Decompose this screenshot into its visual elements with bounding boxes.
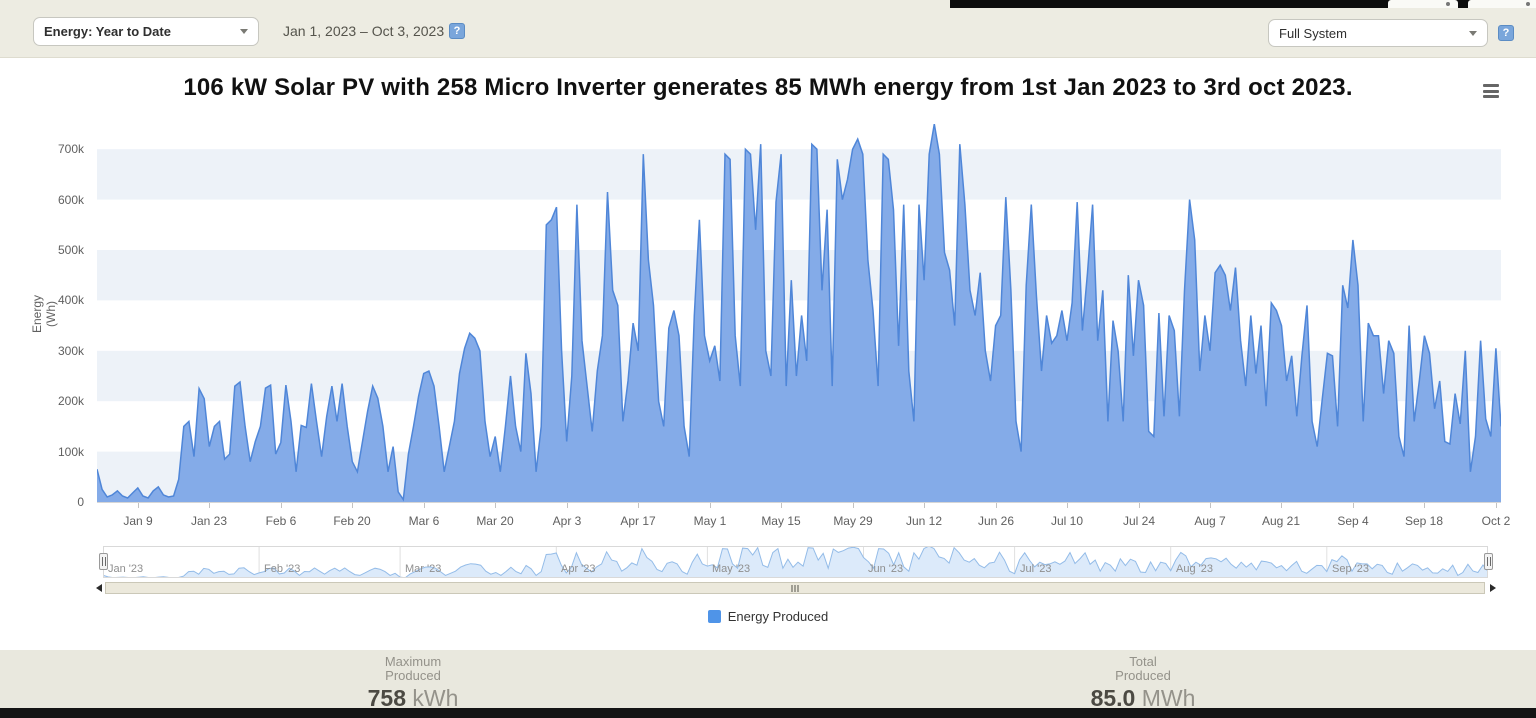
help-icon[interactable]: ? bbox=[449, 23, 465, 39]
stat-total-produced: Total Produced 85.0 MWh bbox=[1090, 654, 1196, 712]
stat-unit: MWh bbox=[1135, 685, 1196, 711]
scrollbar-grip-icon bbox=[791, 585, 799, 592]
x-tick-mark bbox=[1067, 503, 1068, 508]
x-tick-mark bbox=[567, 503, 568, 508]
y-tick-label: 0 bbox=[77, 495, 84, 509]
stat-value: 758 bbox=[367, 685, 406, 711]
main-area-chart[interactable] bbox=[97, 124, 1501, 502]
x-axis-line bbox=[97, 502, 1501, 503]
stat-maximum-produced: Maximum Produced 758 kWh bbox=[367, 654, 459, 712]
x-tick-mark bbox=[924, 503, 925, 508]
x-tick-label: Sep 18 bbox=[1404, 514, 1444, 528]
browser-tab[interactable] bbox=[1468, 0, 1536, 8]
x-tick-mark bbox=[495, 503, 496, 508]
navigator-right-handle[interactable] bbox=[1484, 553, 1493, 570]
x-tick-label: Apr 3 bbox=[552, 514, 582, 528]
navigator-month-label: Mar '23 bbox=[405, 563, 442, 575]
x-tick-label: Jan 9 bbox=[123, 514, 153, 528]
stat-unit: kWh bbox=[405, 685, 459, 711]
y-tick-label: 600k bbox=[57, 193, 84, 207]
y-tick-label: 400k bbox=[57, 293, 84, 307]
y-tick-label: 300k bbox=[57, 344, 84, 358]
legend-item-energy-produced[interactable]: Energy Produced bbox=[0, 609, 1536, 624]
x-tick-mark bbox=[638, 503, 639, 508]
hamburger-icon bbox=[1483, 84, 1499, 87]
navigator-month-label: Sep '23 bbox=[1332, 563, 1369, 575]
chart-menu-button[interactable] bbox=[1483, 84, 1499, 98]
x-tick-label: May 29 bbox=[833, 514, 873, 528]
energy-range-selector[interactable]: Energy: Year to Date bbox=[33, 17, 259, 46]
navigator-month-label: Jan '23 bbox=[108, 563, 144, 575]
y-tick-label: 200k bbox=[57, 394, 84, 408]
x-tick-mark bbox=[424, 503, 425, 508]
y-tick-label: 500k bbox=[57, 243, 84, 257]
x-tick-label: Jun 26 bbox=[977, 514, 1015, 528]
x-tick-label: Jul 24 bbox=[1122, 514, 1156, 528]
x-tick-label: Jan 23 bbox=[190, 514, 228, 528]
x-tick-mark bbox=[781, 503, 782, 508]
x-tick-label: Jun 12 bbox=[905, 514, 943, 528]
bottom-bar bbox=[0, 708, 1536, 718]
x-tick-mark bbox=[1281, 503, 1282, 508]
chart-title: 106 kW Solar PV with 258 Micro Inverter … bbox=[183, 74, 1353, 101]
tab-dot-icon bbox=[1446, 2, 1450, 6]
energy-range-selector-label: Energy: Year to Date bbox=[44, 24, 171, 39]
navigator-month-label: Aug '23 bbox=[1176, 563, 1213, 575]
x-tick-label: Sep 4 bbox=[1337, 514, 1369, 528]
x-tick-mark bbox=[1496, 503, 1497, 508]
x-tick-mark bbox=[281, 503, 282, 508]
x-tick-label: Mar 20 bbox=[476, 514, 514, 528]
x-tick-mark bbox=[1424, 503, 1425, 508]
y-tick-label: 100k bbox=[57, 445, 84, 459]
x-tick-mark bbox=[710, 503, 711, 508]
summary-stats-bar: Maximum Produced 758 kWh Total Produced … bbox=[0, 650, 1536, 711]
legend-swatch-icon bbox=[707, 610, 721, 623]
x-tick-mark bbox=[352, 503, 353, 508]
x-tick-label: Mar 6 bbox=[408, 514, 440, 528]
x-tick-label: Jul 10 bbox=[1050, 514, 1084, 528]
x-tick-label: May 15 bbox=[761, 514, 801, 528]
x-tick-label: Feb 6 bbox=[265, 514, 297, 528]
browser-tab[interactable] bbox=[1388, 0, 1458, 8]
x-tick-mark bbox=[1353, 503, 1354, 508]
x-tick-label: Apr 17 bbox=[620, 514, 656, 528]
navigator-chart[interactable] bbox=[103, 546, 1488, 578]
scrollbar-thumb[interactable] bbox=[105, 582, 1485, 594]
help-icon[interactable]: ? bbox=[1498, 25, 1514, 41]
system-selector[interactable]: Full System bbox=[1268, 19, 1488, 47]
x-tick-label: Feb 20 bbox=[333, 514, 371, 528]
y-tick-label: 700k bbox=[57, 142, 84, 156]
x-tick-mark bbox=[853, 503, 854, 508]
navigator-month-label: Feb '23 bbox=[264, 563, 301, 575]
browser-top-strip bbox=[950, 0, 1536, 8]
legend-label: Energy Produced bbox=[727, 609, 829, 624]
x-tick-mark bbox=[1139, 503, 1140, 508]
chevron-down-icon bbox=[1469, 30, 1477, 36]
date-range-text: Jan 1, 2023 – Oct 3, 2023 bbox=[283, 23, 445, 39]
system-selector-label: Full System bbox=[1279, 25, 1347, 41]
x-tick-mark bbox=[209, 503, 210, 508]
scrollbar-right-arrow[interactable] bbox=[1490, 584, 1496, 592]
tab-dot-icon bbox=[1526, 2, 1530, 6]
scrollbar-left-arrow[interactable] bbox=[96, 584, 102, 592]
x-tick-label: May 1 bbox=[693, 514, 727, 528]
navigator-month-label: Apr '23 bbox=[561, 563, 596, 575]
x-tick-label: Oct 2 bbox=[1481, 514, 1511, 528]
navigator-left-handle[interactable] bbox=[99, 553, 108, 570]
stat-value: 85.0 bbox=[1090, 685, 1136, 711]
navigator-month-label: Jun '23 bbox=[868, 563, 904, 575]
x-tick-label: Aug 21 bbox=[1261, 514, 1301, 528]
chevron-down-icon bbox=[240, 29, 248, 34]
navigator-month-label: Jul '23 bbox=[1020, 563, 1052, 575]
x-tick-mark bbox=[138, 503, 139, 508]
x-tick-mark bbox=[1210, 503, 1211, 508]
navigator-month-label: May '23 bbox=[712, 563, 751, 575]
x-tick-mark bbox=[996, 503, 997, 508]
x-tick-label: Aug 7 bbox=[1194, 514, 1226, 528]
